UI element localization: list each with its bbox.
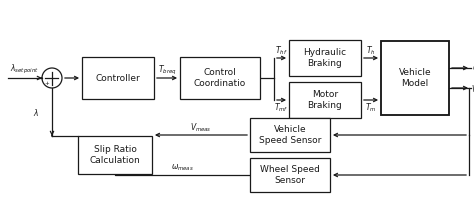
Bar [289, 82, 361, 118]
Text: Motor
Braking: Motor Braking [308, 90, 342, 110]
Text: $V$: $V$ [471, 83, 474, 94]
Text: Control
Coordinatio: Control Coordinatio [194, 68, 246, 88]
Bar [78, 136, 152, 174]
Text: Hydraulic
Braking: Hydraulic Braking [303, 48, 346, 68]
Text: $\omega_{meas}$: $\omega_{meas}$ [171, 163, 194, 173]
Text: $T_{hf}$: $T_{hf}$ [275, 45, 288, 57]
Text: Slip Ratio
Calculation: Slip Ratio Calculation [90, 145, 140, 165]
Text: $T_{breq}$: $T_{breq}$ [158, 63, 176, 77]
Text: $T_h$: $T_h$ [366, 45, 376, 57]
Text: +: + [45, 81, 49, 86]
Bar [250, 158, 330, 192]
Bar [180, 57, 260, 99]
Bar [250, 118, 330, 152]
Text: Vehicle
Model: Vehicle Model [399, 68, 431, 88]
Text: $V_{meas}$: $V_{meas}$ [190, 122, 212, 134]
Text: $\omega$: $\omega$ [472, 63, 474, 72]
Bar [289, 40, 361, 76]
Bar [381, 41, 449, 115]
Text: $\lambda$: $\lambda$ [33, 107, 39, 117]
Text: Controller: Controller [96, 73, 140, 83]
Text: Wheel Speed
Sensor: Wheel Speed Sensor [260, 165, 320, 185]
Text: $\lambda_{setpoint}$: $\lambda_{setpoint}$ [10, 62, 39, 76]
Bar [82, 57, 154, 99]
Text: Vehicle
Speed Sensor: Vehicle Speed Sensor [259, 125, 321, 145]
Text: $T_{mf}$: $T_{mf}$ [274, 102, 289, 114]
Text: $T_m$: $T_m$ [365, 102, 377, 114]
